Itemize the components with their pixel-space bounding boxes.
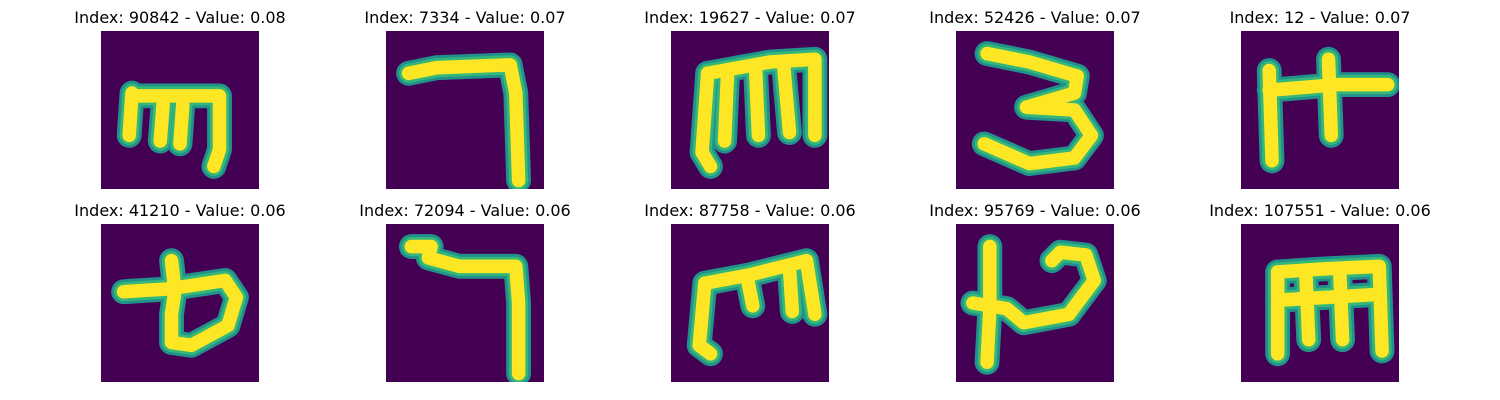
panel-title: Index: 41210 - Value: 0.06 [74,201,286,220]
glyph-stroke [401,58,526,188]
image-panel: Index: 41210 - Value: 0.06 [50,203,310,393]
panel-title: Index: 7334 - Value: 0.07 [364,8,566,27]
glyph-stroke [1321,52,1339,143]
glyph-stroke [125,89,227,174]
glyph-image [671,31,829,189]
glyph-image [101,224,259,382]
glyph-stroke [966,245,1102,330]
glyph-image [1241,31,1399,189]
glyph-svg [386,224,544,382]
panel-title: Index: 95769 - Value: 0.06 [929,201,1141,220]
glyph-svg [671,31,829,189]
glyph-svg [956,31,1114,189]
image-panel: Index: 90842 - Value: 0.08 [50,10,310,200]
glyph-stroke [404,239,526,381]
image-panel: Index: 52426 - Value: 0.07 [905,10,1165,200]
glyph-stroke [1332,265,1350,347]
glyph-image [671,224,829,382]
glyph-svg [1241,31,1399,189]
glyph-image [386,224,544,382]
glyph-image [101,31,259,189]
glyph-stroke [700,52,822,143]
glyph-stroke [173,97,190,151]
glyph-image [1241,224,1399,382]
image-panel: Index: 12 - Value: 0.07 [1190,10,1450,200]
glyph-svg [1241,224,1399,382]
panel-title: Index: 87758 - Value: 0.06 [644,201,856,220]
glyph-stroke [122,86,139,143]
panel-title: Index: 107551 - Value: 0.06 [1209,201,1431,220]
glyph-stroke [1270,287,1384,307]
glyph-stroke [1262,77,1395,98]
panel-title: Index: 90842 - Value: 0.08 [74,8,286,27]
image-panel: Index: 107551 - Value: 0.06 [1190,203,1450,393]
glyph-image [956,224,1114,382]
image-panel: Index: 87758 - Value: 0.06 [620,203,880,393]
glyph-svg [101,31,259,189]
glyph-svg [956,224,1114,382]
image-panel: Index: 19627 - Value: 0.07 [620,10,880,200]
glyph-stroke [777,60,797,140]
glyph-stroke [698,253,822,322]
glyph-stroke [717,69,735,148]
image-panel: Index: 95769 - Value: 0.06 [905,203,1165,393]
glyph-stroke [782,262,800,319]
panel-title: Index: 52426 - Value: 0.07 [929,8,1141,27]
image-panel: Index: 7334 - Value: 0.07 [335,10,595,200]
glyph-stroke [116,273,244,353]
glyph-image [386,31,544,189]
glyph-svg [101,224,259,382]
glyph-stroke [692,276,718,361]
glyph-stroke [1270,259,1389,358]
glyph-stroke [748,63,766,143]
glyph-stroke [1299,268,1316,347]
panel-title: Index: 19627 - Value: 0.07 [644,8,856,27]
glyph-stroke [153,97,170,148]
image-panel: Index: 72094 - Value: 0.06 [335,203,595,393]
panel-title: Index: 12 - Value: 0.07 [1229,8,1411,27]
glyph-stroke [740,270,760,313]
glyph-svg [671,224,829,382]
panel-title: Index: 72094 - Value: 0.06 [359,201,571,220]
glyph-stroke [164,253,182,293]
glyph-stroke [695,66,718,174]
glyph-svg [386,31,544,189]
glyph-image [956,31,1114,189]
glyph-stroke [977,46,1099,171]
